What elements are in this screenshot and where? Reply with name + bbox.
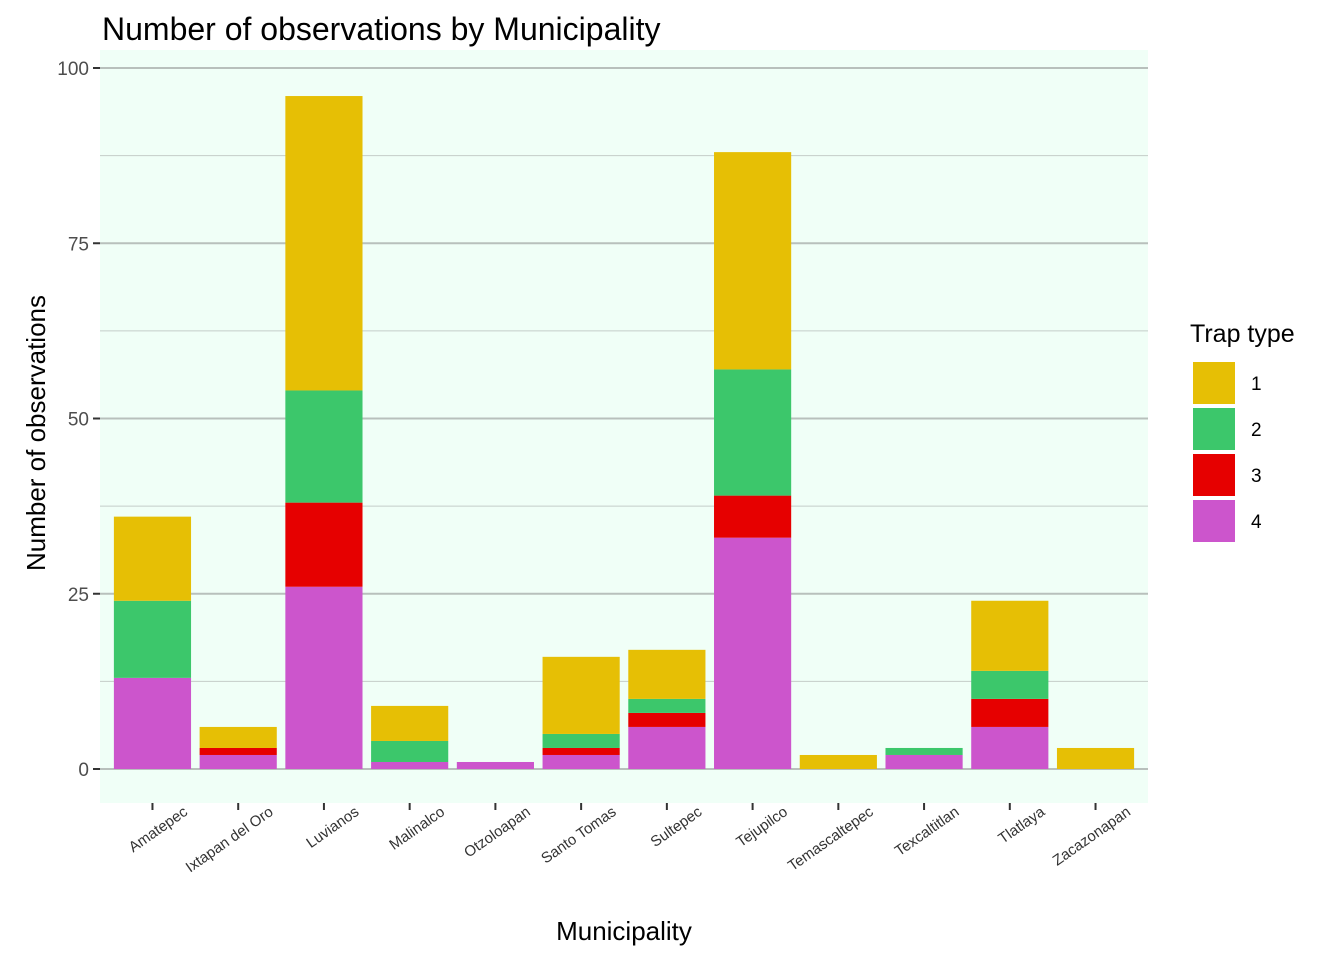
bar-segment bbox=[628, 698, 706, 713]
bar-segment bbox=[371, 740, 449, 762]
y-axis-title: Number of observations bbox=[21, 295, 51, 571]
legend-key bbox=[1191, 452, 1237, 498]
bar-segment bbox=[885, 754, 963, 769]
bar-segment bbox=[371, 705, 449, 741]
bar-segment bbox=[542, 747, 620, 755]
bar-segment bbox=[714, 152, 792, 370]
x-axis-title: Municipality bbox=[556, 916, 692, 946]
bar-segment bbox=[714, 369, 792, 496]
bar-segment bbox=[371, 761, 449, 769]
bar-segment bbox=[542, 733, 620, 748]
bar-segment bbox=[714, 495, 792, 538]
legend-key bbox=[1191, 406, 1237, 452]
bar-segment bbox=[456, 761, 534, 769]
bar-segment bbox=[285, 586, 363, 769]
bar-segment bbox=[971, 670, 1049, 699]
bar-segment bbox=[628, 712, 706, 727]
bar-segment bbox=[799, 754, 877, 769]
bar-segment bbox=[628, 726, 706, 769]
bar-segment bbox=[714, 537, 792, 769]
bar-segment bbox=[542, 656, 620, 734]
bar-segment bbox=[971, 726, 1049, 769]
legend-label: 4 bbox=[1251, 512, 1262, 533]
bar-segment bbox=[199, 726, 277, 748]
bar-segment bbox=[285, 390, 363, 503]
bar-segment bbox=[628, 649, 706, 699]
legend: Trap type 1 2 3 4 bbox=[1190, 320, 1295, 544]
legend-label: 2 bbox=[1251, 420, 1262, 441]
y-tick-label: 75 bbox=[68, 234, 89, 255]
bar-segment bbox=[285, 96, 363, 391]
legend-title: Trap type bbox=[1190, 320, 1295, 348]
bar-segment bbox=[285, 502, 363, 587]
bar-segment bbox=[885, 747, 963, 755]
bar-segment bbox=[113, 600, 192, 678]
bar-segment bbox=[1056, 747, 1135, 769]
bar-segment bbox=[113, 516, 192, 601]
bar-segment bbox=[199, 747, 277, 755]
y-tick-label: 0 bbox=[78, 760, 89, 781]
y-tick-label: 50 bbox=[68, 410, 89, 431]
bar-segment bbox=[113, 677, 192, 769]
bar-segment bbox=[199, 754, 277, 769]
chart-title: Number of observations by Municipality bbox=[102, 11, 660, 47]
legend-label: 3 bbox=[1251, 466, 1262, 487]
legend-label: 1 bbox=[1251, 374, 1262, 395]
legend-key bbox=[1191, 498, 1237, 544]
y-tick-label: 25 bbox=[68, 585, 89, 606]
bar-segment bbox=[971, 600, 1049, 671]
legend-key bbox=[1191, 360, 1237, 406]
bar-segment bbox=[971, 698, 1049, 727]
bar-segment bbox=[542, 754, 620, 769]
y-tick-label: 100 bbox=[57, 59, 89, 80]
